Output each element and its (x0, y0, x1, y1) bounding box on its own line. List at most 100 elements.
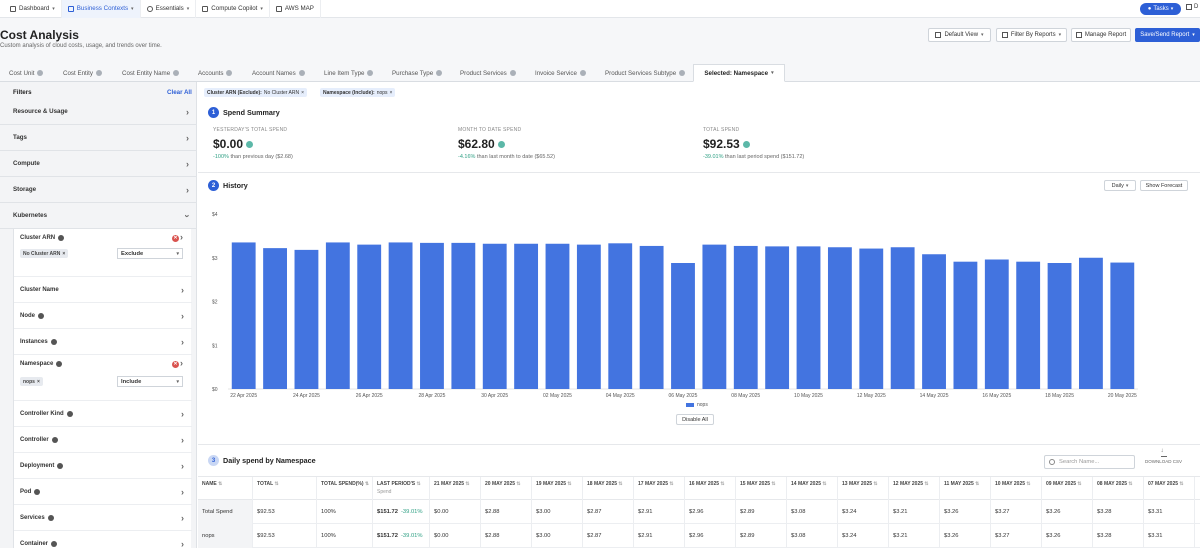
show-forecast-button[interactable]: Show Forecast (1140, 180, 1188, 191)
chart-bar[interactable] (482, 243, 507, 389)
chart-bar[interactable] (953, 261, 978, 389)
sort-icon[interactable]: ⇅ (363, 481, 370, 487)
chart-bar[interactable] (765, 246, 790, 389)
tasks-button[interactable]: ● Tasks ▾ (1140, 3, 1181, 15)
sort-icon[interactable]: ⇅ (415, 481, 421, 487)
chart-bar[interactable] (1079, 257, 1103, 389)
column-header[interactable]: TOTAL SPEND(%) ⇅ (317, 477, 373, 501)
chart-bar[interactable] (671, 263, 695, 389)
column-header[interactable]: 18 MAY 2025 ⇅ (583, 477, 634, 501)
filter-services[interactable]: Services › (14, 505, 192, 531)
column-header[interactable]: 21 MAY 2025 ⇅ (430, 477, 481, 501)
column-header[interactable]: 08 MAY 2025 ⇅ (1093, 477, 1144, 501)
tab-product-services-subtype[interactable]: Product Services Subtype (605, 64, 686, 82)
tab-cost-entity-name[interactable]: Cost Entity Name (122, 64, 180, 82)
sort-icon[interactable]: ⇅ (719, 481, 725, 487)
sort-icon[interactable]: ⇅ (770, 481, 776, 487)
sort-icon[interactable]: ⇅ (273, 481, 279, 487)
remove-filter-icon[interactable]: ✕ (172, 361, 179, 368)
active-filter-chip-namespace[interactable]: Namespace (Include): nops × (320, 88, 396, 97)
chart-bar[interactable] (420, 242, 444, 389)
chart-bar[interactable] (1016, 261, 1041, 389)
column-header[interactable]: TOTAL ⇅ (253, 477, 317, 501)
table-row[interactable]: nops $92.53 100% $151.72 -39.01% $0.00 $2.88 $3… (198, 524, 1200, 548)
nav-essentials[interactable]: Essentials ▾ (141, 0, 197, 18)
chart-bar[interactable] (514, 243, 539, 389)
column-header[interactable]: 09 MAY 2025 ⇅ (1042, 477, 1093, 501)
column-header[interactable]: 11 MAY 2025 ⇅ (940, 477, 991, 501)
filter-category-tags[interactable]: Tags › (0, 125, 197, 151)
filter-pod[interactable]: Pod › (14, 479, 192, 505)
default-view-button[interactable]: Default View ▾ (928, 28, 991, 42)
sort-icon[interactable]: ⇅ (973, 481, 980, 487)
sort-icon[interactable]: ⇅ (1025, 481, 1031, 487)
chart-bar[interactable] (827, 247, 852, 389)
chart-bar[interactable] (451, 242, 476, 389)
nav-compute-copilot[interactable]: Compute Copilot ▾ (196, 0, 270, 18)
tab-product-services[interactable]: Product Services (460, 64, 516, 82)
column-header[interactable]: LAST PERIOD'S ⇅ Spend (373, 477, 430, 501)
column-header[interactable]: 07 MAY 2025 ⇅ (1144, 477, 1195, 501)
filter-controller-kind[interactable]: Controller Kind › (14, 401, 192, 427)
sort-icon[interactable]: ⇅ (923, 481, 929, 487)
selected-value-chip[interactable]: No Cluster ARN × (20, 249, 69, 258)
clear-all-link[interactable]: Clear All (167, 89, 192, 96)
sort-icon[interactable]: ⇅ (566, 481, 572, 487)
chart-bar[interactable] (545, 243, 570, 389)
tab-purchase-type[interactable]: Purchase Type (392, 64, 443, 82)
filter-controller[interactable]: Controller › (14, 427, 192, 453)
remove-filter-icon[interactable]: ✕ (172, 235, 179, 242)
sort-icon[interactable]: ⇅ (668, 481, 674, 487)
chart-bar[interactable] (702, 244, 727, 389)
sort-icon[interactable]: ⇅ (464, 481, 470, 487)
filter-category-storage[interactable]: Storage › (0, 177, 197, 203)
chart-bar[interactable] (325, 242, 350, 389)
filter-deployment[interactable]: Deployment › (14, 453, 192, 479)
filter-node[interactable]: Node › (14, 303, 192, 329)
table-row[interactable]: Total Spend $92.53 100% $151.72 -39.01% $0.00… (198, 500, 1200, 524)
chart-bar[interactable] (231, 242, 256, 389)
sort-icon[interactable]: ⇅ (515, 481, 521, 487)
filter-instances[interactable]: Instances › (14, 329, 192, 355)
chart-bar[interactable] (1110, 262, 1135, 389)
nav-dashboard[interactable]: Dashboard ▾ (4, 0, 62, 18)
column-header[interactable]: 17 MAY 2025 ⇅ (634, 477, 685, 501)
filter-category-kubernetes[interactable]: Kubernetes › (0, 203, 197, 229)
tab-account-names[interactable]: Account Names (252, 64, 305, 82)
chart-bar[interactable] (922, 254, 946, 389)
column-header[interactable]: 13 MAY 2025 ⇅ (838, 477, 889, 501)
column-header[interactable]: NAME ⇅ (198, 477, 253, 501)
legend-swatch[interactable] (686, 403, 694, 407)
chart-bar[interactable] (984, 259, 1009, 390)
chart-bar[interactable] (608, 243, 633, 389)
chart-bar[interactable] (1047, 263, 1072, 389)
info-icon[interactable] (742, 140, 750, 148)
chart-bar[interactable] (733, 245, 758, 389)
chart-bar[interactable] (859, 248, 884, 389)
info-icon[interactable] (246, 140, 254, 148)
close-icon[interactable]: × (389, 89, 393, 96)
sort-icon[interactable]: ⇅ (1076, 481, 1082, 487)
sort-icon[interactable]: ⇅ (1178, 481, 1184, 487)
tab-cost-entity[interactable]: Cost Entity (63, 64, 102, 82)
tab-line-item-type[interactable]: Line Item Type (324, 64, 374, 82)
sort-icon[interactable]: ⇅ (617, 481, 623, 487)
sort-icon[interactable]: ⇅ (821, 481, 827, 487)
sort-icon[interactable]: ⇅ (872, 481, 878, 487)
namespace-mode-select[interactable]: Include ▾ (117, 376, 183, 387)
save-send-report-button[interactable]: Save/Send Report ▾ (1135, 28, 1200, 42)
chart-bar[interactable] (263, 248, 287, 389)
column-header[interactable]: 15 MAY 2025 ⇅ (736, 477, 787, 501)
chart-bar[interactable] (357, 244, 382, 389)
column-header[interactable]: 10 MAY 2025 ⇅ (991, 477, 1042, 501)
filter-category-resource-usage[interactable]: Resource & Usage › (0, 99, 197, 125)
close-icon[interactable]: × (301, 89, 305, 96)
filter-container[interactable]: Container › (14, 531, 192, 548)
active-filter-chip-cluster-arn[interactable]: Cluster ARN (Exclude): No Cluster ARN × (204, 88, 308, 97)
cluster-arn-mode-select[interactable]: Exclude ▾ (117, 248, 183, 259)
chart-bar[interactable] (796, 246, 821, 389)
column-header[interactable]: 20 MAY 2025 ⇅ (481, 477, 532, 501)
column-header[interactable]: 16 MAY 2025 ⇅ (685, 477, 736, 501)
tab-selected-namespace[interactable]: Selected: Namespace ▾ (693, 64, 785, 82)
filter-cluster-name[interactable]: Cluster Name › (14, 277, 192, 303)
